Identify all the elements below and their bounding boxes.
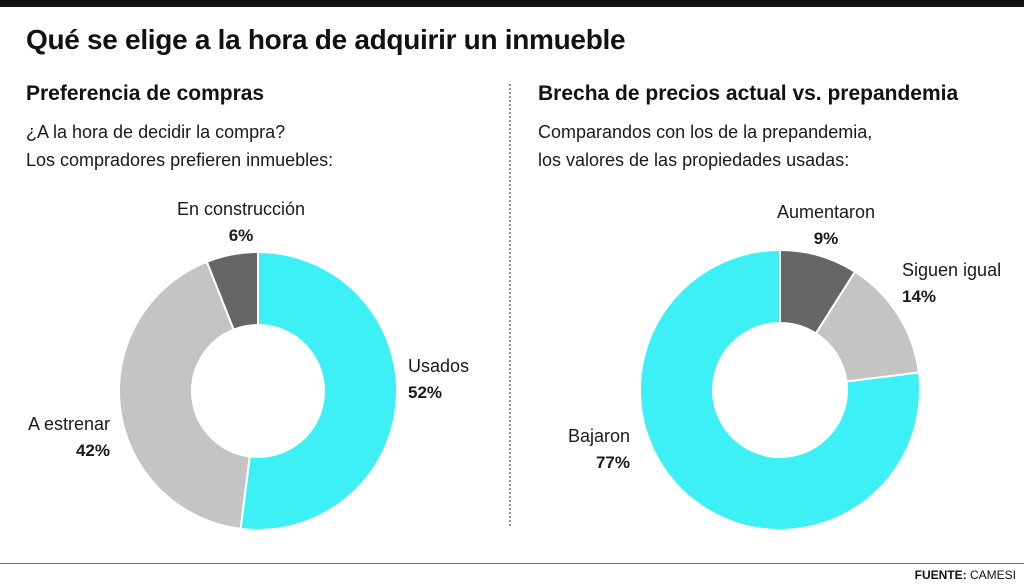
slice-value-usados: 52%: [408, 383, 442, 402]
bottom-rule: [0, 563, 1024, 564]
slice-value-en-construccion: 6%: [229, 226, 254, 245]
slice-en-construccion: [205, 250, 259, 331]
slice-a-estrenar: [118, 260, 251, 531]
slice-label-bajaron: Bajaron: [568, 426, 630, 446]
panel-subtitle: Comparandos con los de la prepandemia, l…: [538, 118, 872, 174]
subtitle-line: Comparandos con los de la prepandemia,: [538, 122, 873, 142]
donut-chart-brecha: Aumentaron 9% Siguen igual 14% Bajaron 77%: [568, 202, 1001, 531]
panel-title: Brecha de precios actual vs. prepandemia: [538, 82, 959, 105]
slice-label-en-construccion: En construcción: [177, 199, 305, 219]
panel-subtitle: ¿A la hora de decidir la compra? Los com…: [26, 118, 333, 174]
slice-value-aumentaron: 9%: [814, 229, 839, 248]
panel-brecha: Brecha de precios actual vs. prepandemia…: [512, 0, 1024, 560]
slice-value-siguen-igual: 14%: [902, 287, 936, 306]
source-value: CAMESI: [969, 568, 1016, 582]
slice-value-bajaron: 77%: [596, 453, 630, 472]
slice-label-siguen-igual: Siguen igual: [902, 260, 1001, 280]
top-rule: [0, 0, 1024, 7]
slice-label-usados: Usados: [408, 356, 469, 376]
panel-title: Preferencia de compras: [26, 82, 265, 105]
source-label: FUENTE:: [914, 568, 967, 582]
slice-bajaron: [639, 248, 921, 531]
panel-divider: [509, 84, 511, 526]
source-credit: FUENTE: CAMESI: [915, 568, 1016, 582]
slice-usados: [239, 250, 398, 531]
subtitle-line: ¿A la hora de decidir la compra?: [26, 122, 286, 142]
panel-preferencia: Preferencia de compras ¿A la hora de dec…: [0, 0, 508, 560]
slice-label-a-estrenar: A estrenar: [28, 414, 110, 434]
subtitle-line: los valores de las propiedades usadas:: [538, 150, 850, 170]
subtitle-line: Los compradores prefieren inmuebles:: [26, 150, 334, 170]
main-title: Qué se elige a la hora de adquirir un in…: [26, 24, 626, 55]
donut-chart-preferencia: Usados 52% A estrenar 42% En construcción 6%: [28, 199, 469, 531]
slice-label-aumentaron: Aumentaron: [777, 202, 875, 222]
slice-value-a-estrenar: 42%: [76, 441, 110, 460]
